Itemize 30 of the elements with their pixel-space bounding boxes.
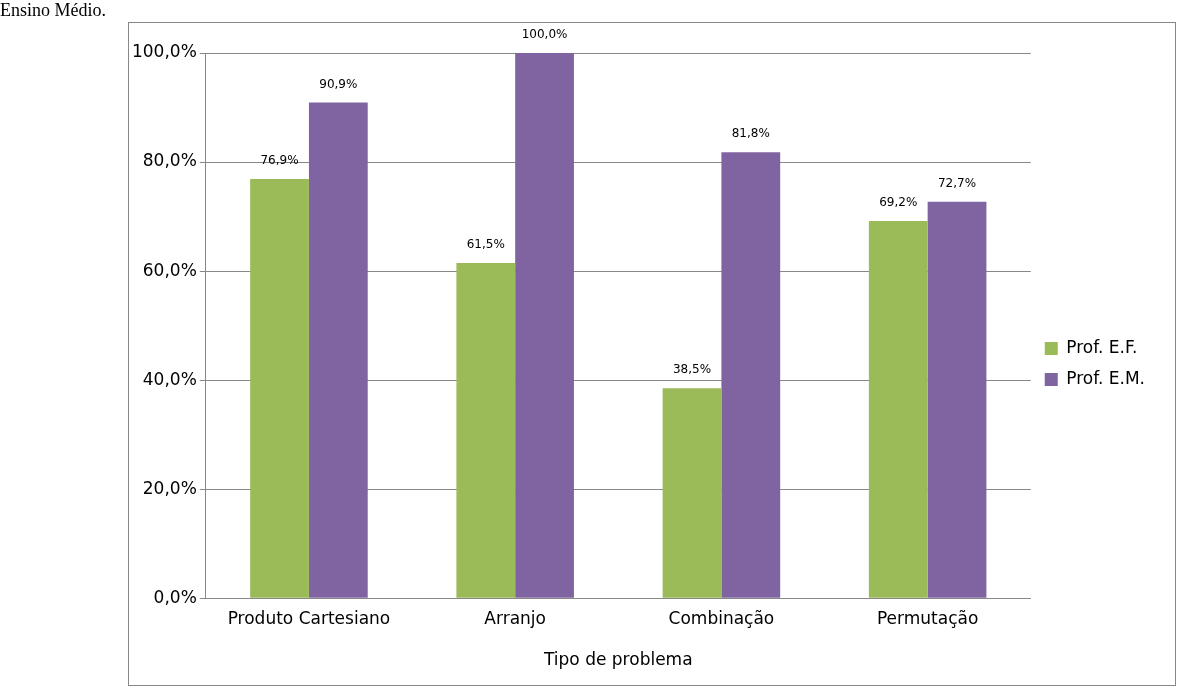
y-tick-label: 20,0% (142, 477, 197, 498)
y-tick-label: 60,0% (142, 259, 197, 280)
x-tick-label: Produto Cartesiano (227, 607, 391, 628)
data-label: 90,9% (319, 76, 358, 91)
y-tick-label: 100,0% (131, 41, 197, 62)
data-label: 76,9% (260, 153, 299, 168)
data-label: 72,7% (937, 175, 977, 190)
bar (250, 178, 309, 598)
data-label: 100,0% (521, 27, 568, 42)
y-tick-label: 0,0% (153, 586, 197, 607)
bar (927, 201, 987, 598)
bar (308, 102, 368, 598)
data-label: 38,5% (672, 362, 712, 377)
x-tick-label: Combinação (668, 607, 775, 628)
bar (662, 388, 722, 598)
x-tick-label: Arranjo (484, 607, 546, 628)
bar (515, 53, 574, 598)
bar (721, 152, 781, 598)
y-tick-label: 40,0% (142, 368, 197, 389)
bar (456, 262, 516, 598)
data-label: 81,8% (731, 126, 770, 141)
x-axis-title: Tipo de problema (542, 649, 693, 670)
y-tick-label: 80,0% (142, 150, 197, 171)
bar (868, 220, 928, 598)
x-tick-label: Permutação (876, 607, 979, 628)
data-label: 69,2% (879, 195, 918, 210)
legend-label: Prof. E.M. (1066, 367, 1146, 388)
data-label: 61,5% (466, 237, 505, 252)
text: Ensino Médio. (0, 0, 106, 20)
legend-label: Prof. E.F. (1066, 336, 1138, 357)
